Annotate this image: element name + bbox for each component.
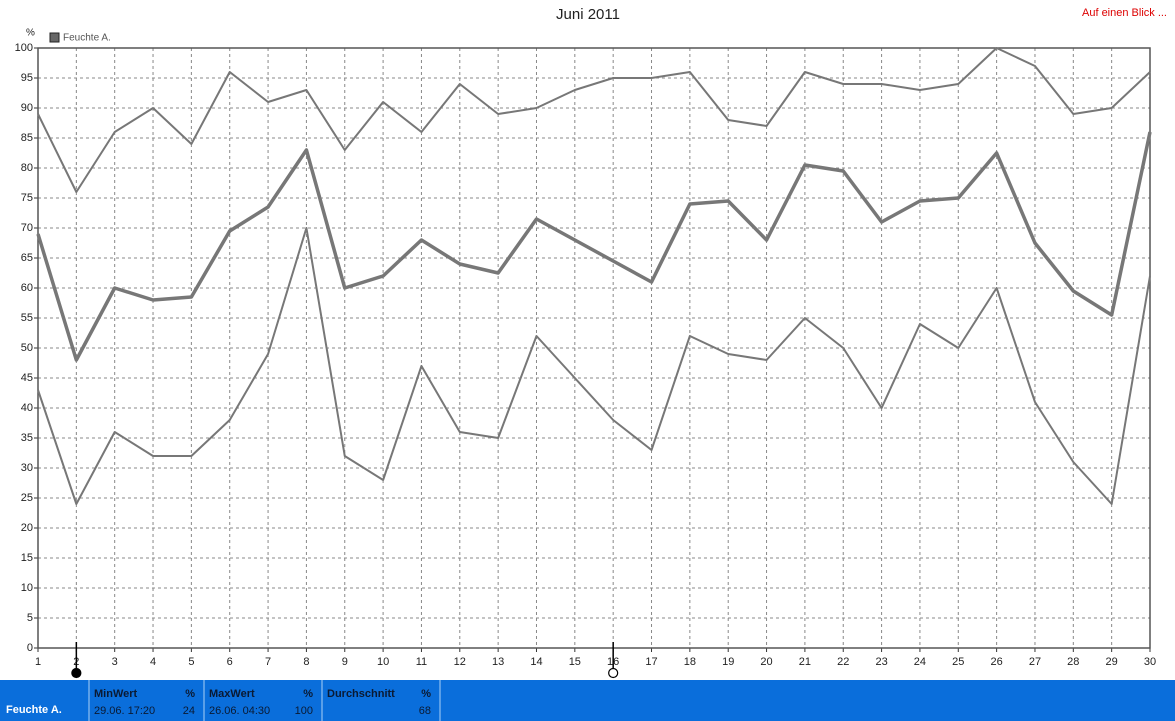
y-tick-label: 35 — [21, 432, 33, 444]
y-tick-label: 80 — [21, 162, 33, 174]
x-tick-label: 12 — [454, 656, 466, 668]
cell-value: 24 — [182, 705, 195, 717]
summary-cell: Durchschnitt% 68 — [323, 680, 441, 721]
x-tick-label: 1 — [35, 656, 41, 668]
data-line — [36, 131, 1152, 362]
x-marker — [608, 667, 619, 679]
x-tick-label: 24 — [914, 656, 926, 668]
x-tick-label: 14 — [530, 656, 542, 668]
y-tick-label: 0 — [27, 642, 33, 654]
cell-title: MinWert — [94, 688, 138, 700]
summary-cell: MinWert% 29.06. 17:20 24 — [90, 680, 205, 721]
data-line — [37, 47, 1151, 193]
cell-title: MaxWert — [209, 688, 255, 700]
x-tick-label: 11 — [416, 656, 427, 668]
overview-link[interactable]: Auf einen Blick ... — [1082, 7, 1167, 19]
y-tick-label: 50 — [21, 342, 33, 354]
x-tick-label: 25 — [952, 656, 964, 668]
cell-time: 26.06. 04:30 — [209, 705, 271, 717]
y-tick-label: 25 — [21, 492, 33, 504]
x-tick-label: 27 — [1029, 656, 1041, 668]
y-tick-label: 70 — [21, 222, 33, 234]
x-tick-label: 4 — [150, 656, 156, 668]
plot-area — [38, 48, 1150, 648]
y-tick-label: 45 — [21, 372, 33, 384]
x-tick-label: 28 — [1067, 656, 1079, 668]
summary-label-cell: Feuchte A. — [0, 680, 90, 721]
y-tick-label: 15 — [21, 552, 33, 564]
x-tick-label: 10 — [377, 656, 389, 668]
chart-title: Juni 2011 — [556, 6, 620, 23]
x-tick-label: 29 — [1106, 656, 1118, 668]
y-unit: % — [26, 28, 35, 39]
y-tick-label: 75 — [21, 192, 33, 204]
x-tick-label: 3 — [112, 656, 118, 668]
y-tick-label: 55 — [21, 312, 33, 324]
x-tick-label: 15 — [569, 656, 581, 668]
y-tick-label: 30 — [21, 462, 33, 474]
y-tick-label: 90 — [21, 102, 33, 114]
cell-unit: % — [303, 688, 313, 700]
x-tick-label: 20 — [760, 656, 772, 668]
cell-time: 29.06. 17:20 — [94, 705, 156, 717]
x-tick-label: 7 — [265, 656, 271, 668]
summary-label: Feuchte A. — [6, 704, 62, 716]
x-tick-label: 17 — [645, 656, 657, 668]
y-tick-label: 60 — [21, 282, 33, 294]
cell-value: 100 — [294, 705, 313, 717]
x-tick-label: 23 — [875, 656, 887, 668]
legend-swatch — [49, 32, 60, 43]
x-tick-label: 21 — [799, 656, 811, 668]
x-tick-label: 19 — [722, 656, 734, 668]
y-tick-label: 100 — [15, 42, 33, 54]
x-tick-label: 18 — [684, 656, 696, 668]
chart: Juni 2011 % Feuchte A. 05101520253035404… — [15, 6, 1156, 679]
summary-bar: Feuchte A. MinWert% 29.06. 17:20 24 MaxWert… — [0, 680, 1175, 721]
x-marker — [71, 667, 82, 679]
x-tick-label: 8 — [303, 656, 309, 668]
x-tick-label: 5 — [188, 656, 194, 668]
cell-value: 68 — [418, 705, 431, 717]
data-line — [37, 227, 1151, 505]
x-tick-label: 13 — [492, 656, 504, 668]
y-tick-label: 95 — [21, 72, 33, 84]
plot-frame — [37, 47, 1151, 649]
y-tick-label: 85 — [21, 132, 33, 144]
x-tick-label: 22 — [837, 656, 849, 668]
summary-cell: MaxWert% 26.06. 04:30 100 — [205, 680, 323, 721]
y-tick-label: 65 — [21, 252, 33, 264]
x-tick-label: 30 — [1144, 656, 1156, 668]
x-tick-label: 9 — [342, 656, 348, 668]
y-tick-label: 40 — [21, 402, 33, 414]
y-tick-label: 5 — [27, 612, 33, 624]
cell-unit: % — [421, 688, 431, 700]
x-tick-label: 6 — [227, 656, 233, 668]
cell-unit: % — [185, 688, 195, 700]
legend-label: Feuchte A. — [63, 33, 111, 44]
y-tick-label: 20 — [21, 522, 33, 534]
cell-title: Durchschnitt — [327, 688, 395, 700]
x-tick-label: 26 — [990, 656, 1002, 668]
y-tick-label: 10 — [21, 582, 33, 594]
